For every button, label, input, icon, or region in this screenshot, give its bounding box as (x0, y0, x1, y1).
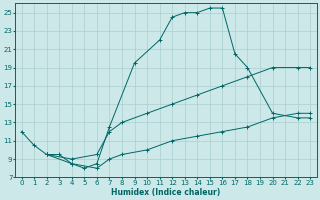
X-axis label: Humidex (Indice chaleur): Humidex (Indice chaleur) (111, 188, 220, 197)
